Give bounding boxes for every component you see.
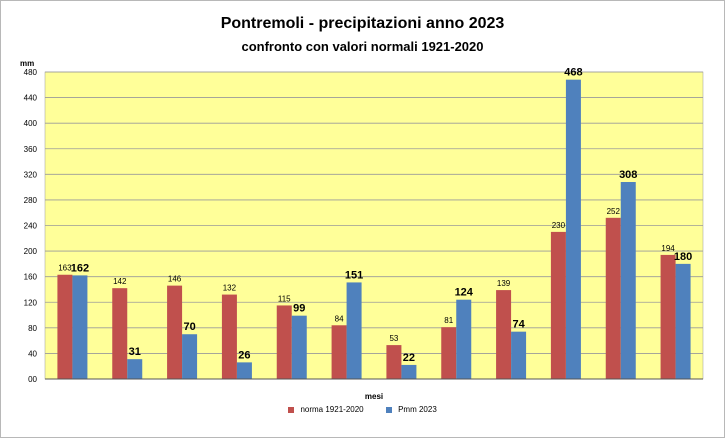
data-label-pmm: 99	[293, 303, 305, 315]
data-label-pmm: 26	[238, 349, 250, 361]
data-label-norma: 84	[335, 314, 344, 323]
data-label-norma: 132	[223, 284, 237, 293]
bar-pmm	[236, 362, 252, 379]
data-label-pmm: 162	[71, 262, 89, 274]
data-label-pmm: 74	[512, 319, 525, 331]
chart-title: Pontremoli - precipitazioni anno 2023	[220, 15, 505, 32]
bar-norma	[276, 305, 292, 379]
data-label-norma: 139	[497, 279, 511, 288]
y-tick-label: 480	[24, 68, 38, 77]
bar-norma	[221, 294, 237, 379]
bar-norma	[660, 254, 676, 379]
bars	[57, 79, 691, 380]
data-label-norma: 194	[661, 244, 675, 253]
data-label-norma: 230	[552, 221, 566, 230]
bar-pmm	[72, 275, 88, 379]
data-label-norma: 81	[444, 316, 453, 325]
y-tick-label: 200	[24, 247, 38, 256]
legend-swatch-norma	[288, 406, 295, 413]
data-label-norma: 252	[607, 207, 621, 216]
y-tick-label: 00	[28, 375, 37, 384]
y-tick-label: 80	[28, 324, 37, 333]
y-tick-label: 40	[28, 349, 37, 358]
grid-lines	[45, 71, 703, 354]
y-axis-ticks: 00 40 80 120 160 200 240 280 320 360 400 440 480	[24, 68, 38, 384]
data-label-pmm: 151	[345, 269, 363, 281]
y-tick-label: 440	[24, 94, 38, 103]
bar-norma	[167, 285, 183, 379]
y-tick-label: 120	[24, 298, 38, 307]
data-label-pmm: 180	[674, 251, 692, 263]
data-label-pmm: 31	[129, 346, 141, 358]
y-tick-label: 280	[24, 196, 38, 205]
data-labels: 163 142 146 132 115 84 53 81 139 230 252 194 162 31 70…	[58, 67, 692, 364]
bar-pmm	[456, 299, 472, 379]
data-label-pmm: 124	[455, 287, 474, 299]
legend-label-pmm: Pmm 2023	[398, 405, 437, 414]
data-label-norma: 115	[278, 294, 291, 303]
bar-pmm	[346, 282, 362, 379]
data-label-pmm: 22	[403, 352, 415, 364]
y-tick-label: 400	[24, 119, 38, 128]
legend-item-pmm: Pmm 2023	[385, 405, 437, 414]
y-tick-label: 360	[24, 145, 38, 154]
bar-pmm	[127, 359, 143, 379]
bar-norma	[550, 231, 566, 379]
y-tick-label: 320	[24, 170, 38, 179]
data-label-norma: 142	[113, 277, 127, 286]
bar-norma	[386, 345, 402, 379]
chart-subtitle: confronto con valori normali 1921-2020	[241, 39, 484, 54]
legend-item-norma: norma 1921-2020	[288, 405, 364, 414]
y-tick-label: 240	[24, 222, 38, 231]
bar-norma	[57, 274, 73, 379]
bar-norma	[112, 288, 128, 379]
data-label-pmm: 468	[564, 67, 582, 79]
bar-pmm	[620, 182, 636, 379]
bar-pmm	[511, 331, 527, 379]
bar-norma	[331, 325, 347, 379]
data-label-norma: 163	[58, 264, 72, 273]
data-label-pmm: 308	[619, 169, 637, 181]
legend-label-norma: norma 1921-2020	[300, 405, 364, 414]
legend-swatch-pmm	[385, 406, 392, 413]
bar-norma	[605, 217, 621, 379]
bar-pmm	[291, 315, 307, 379]
bar-norma	[496, 290, 512, 379]
y-tick-label: 160	[24, 273, 38, 282]
data-label-pmm: 70	[183, 321, 195, 333]
y-axis-label: mm	[20, 59, 34, 68]
x-axis-label: mesi	[365, 392, 383, 401]
chart-legend: norma 1921-2020 Pmm 2023	[1, 405, 724, 414]
bar-pmm	[675, 263, 691, 379]
bar-pmm	[182, 334, 198, 379]
bar-norma	[441, 327, 457, 379]
data-label-norma: 53	[389, 334, 398, 343]
bar-pmm	[565, 79, 581, 380]
data-label-norma: 146	[168, 275, 182, 284]
bar-pmm	[401, 364, 417, 379]
